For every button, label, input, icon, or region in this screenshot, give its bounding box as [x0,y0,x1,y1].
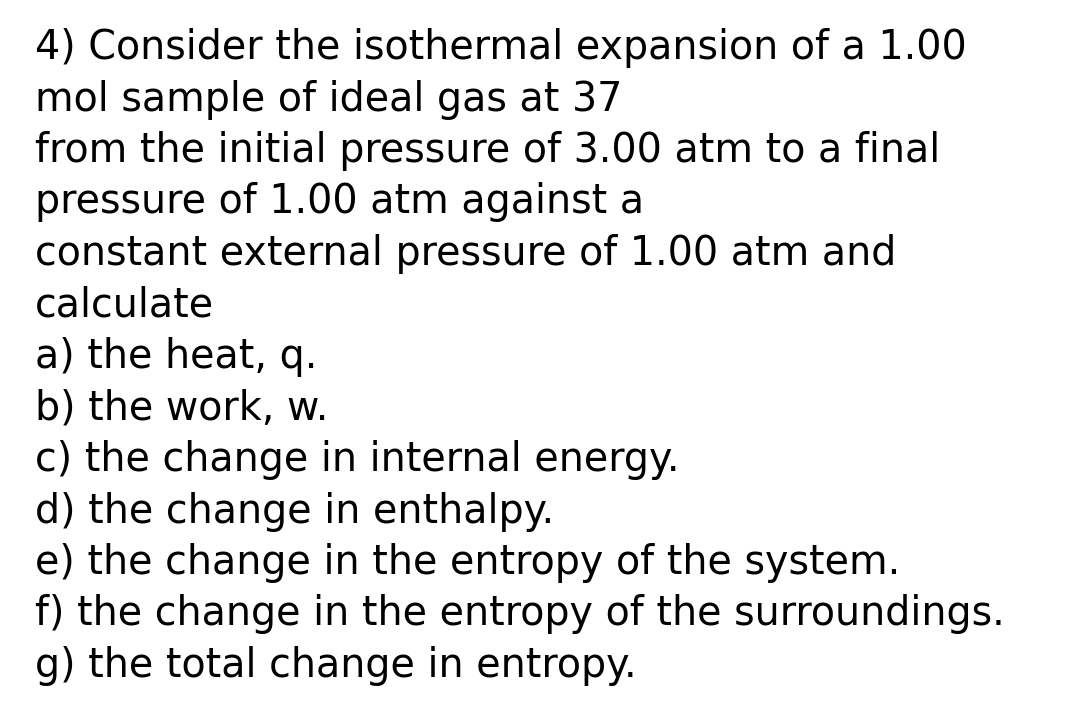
Text: from the initial pressure of 3.00 atm to a final: from the initial pressure of 3.00 atm to… [35,131,941,171]
Text: mol sample of ideal gas at 37: mol sample of ideal gas at 37 [35,79,622,119]
Text: calculate: calculate [35,285,214,325]
Text: b) the work, w.: b) the work, w. [35,388,328,428]
Text: d) the change in enthalpy.: d) the change in enthalpy. [35,491,554,531]
Text: f) the change in the entropy of the surroundings.: f) the change in the entropy of the surr… [35,594,1004,634]
Text: g) the total change in entropy.: g) the total change in entropy. [35,646,636,686]
Text: pressure of 1.00 atm against a: pressure of 1.00 atm against a [35,182,644,222]
Text: c) the change in internal energy.: c) the change in internal energy. [35,440,679,480]
Text: 4) Consider the isothermal expansion of a 1.00: 4) Consider the isothermal expansion of … [35,28,967,68]
Text: a) the heat, q.: a) the heat, q. [35,337,318,377]
Text: constant external pressure of 1.00 atm and: constant external pressure of 1.00 atm a… [35,234,896,274]
Text: e) the change in the entropy of the system.: e) the change in the entropy of the syst… [35,543,901,583]
